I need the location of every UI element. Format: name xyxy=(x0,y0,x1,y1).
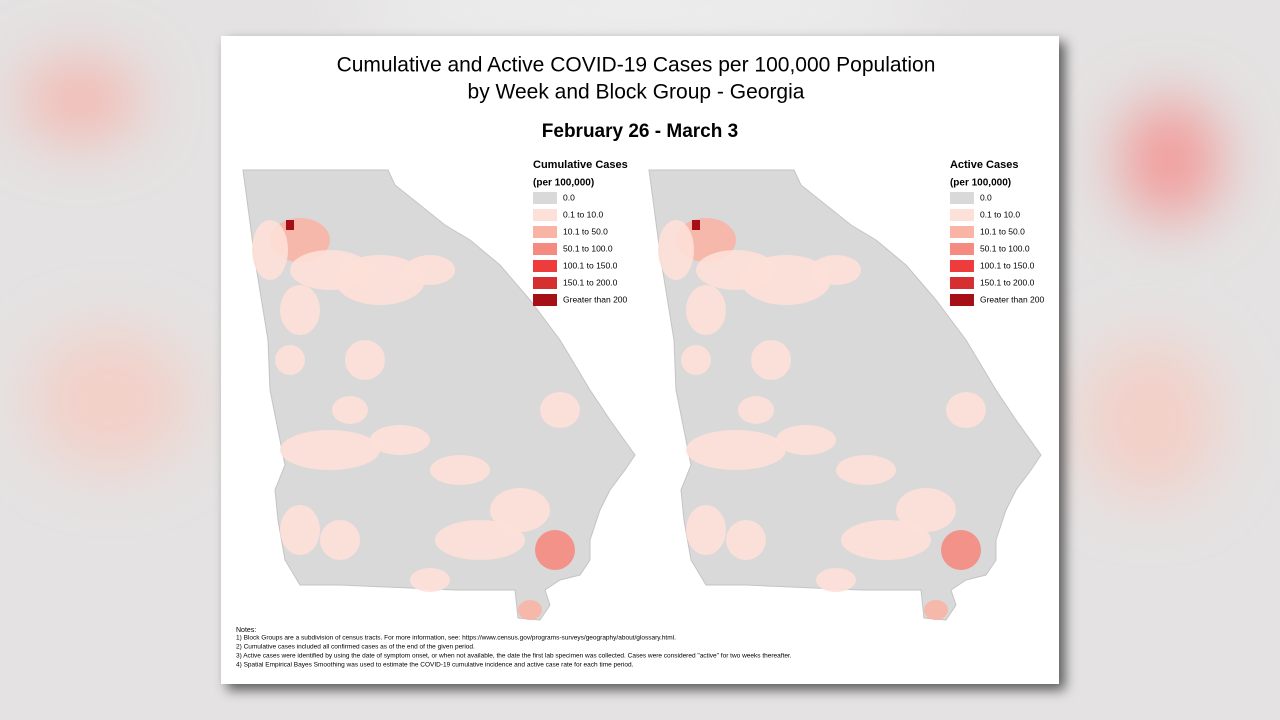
legend-title: Active Cases xyxy=(950,159,1019,171)
legend-subtitle: (per 100,000) xyxy=(950,178,1011,189)
legend-label: 0.1 to 10.0 xyxy=(980,209,1020,219)
legend-swatch xyxy=(533,209,557,221)
case-area xyxy=(435,520,525,560)
case-area xyxy=(280,285,320,335)
case-area xyxy=(941,530,981,570)
case-area xyxy=(726,520,766,560)
legend-swatch xyxy=(949,209,974,221)
maps: Cumulative Cases (per 100,000) 0.0 0.1 to 1… xyxy=(242,159,1045,621)
legend-swatch xyxy=(949,243,974,255)
legend-label: 50.1 to 100.0 xyxy=(563,243,613,253)
legend-swatch xyxy=(533,192,557,204)
legend-swatch xyxy=(533,260,557,272)
case-area xyxy=(345,340,385,380)
case-area xyxy=(816,568,856,592)
legend-title: Cumulative Cases xyxy=(533,159,628,171)
case-area xyxy=(286,220,294,230)
case-area xyxy=(280,430,380,470)
legend-label: 0.0 xyxy=(563,192,575,202)
case-area xyxy=(738,396,774,424)
case-area xyxy=(681,345,711,375)
legend-label: Greater than 200 xyxy=(980,294,1045,304)
legend-swatch xyxy=(533,243,557,255)
note: 3) Active cases were identified by using… xyxy=(236,653,792,660)
legend-swatch xyxy=(949,294,974,306)
legend-swatch xyxy=(949,260,974,272)
note: 1) Block Groups are a subdivision of cen… xyxy=(236,635,676,642)
period: February 26 - March 3 xyxy=(542,121,738,142)
legend-label: 100.1 to 150.0 xyxy=(563,260,618,270)
case-area xyxy=(335,255,425,305)
notes: Notes:1) Block Groups are a subdivision … xyxy=(236,627,792,669)
case-area xyxy=(370,425,430,455)
map: Cumulative Cases (per 100,000) 0.0 0.1 to 1… xyxy=(242,159,636,621)
case-area xyxy=(686,505,726,555)
legend-label: 10.1 to 50.0 xyxy=(980,226,1025,236)
case-area xyxy=(686,285,726,335)
case-area xyxy=(490,488,550,532)
case-area xyxy=(410,568,450,592)
title: Cumulative and Active COVID-19 Cases per… xyxy=(337,54,936,77)
notes-heading: Notes: xyxy=(236,627,256,634)
case-area xyxy=(686,430,786,470)
case-area xyxy=(924,600,948,620)
case-area xyxy=(658,220,694,280)
legend-label: 10.1 to 50.0 xyxy=(563,226,608,236)
legend-label: 150.1 to 200.0 xyxy=(980,277,1035,287)
legend-swatch xyxy=(533,294,557,306)
case-area xyxy=(535,530,575,570)
legend-swatch xyxy=(949,226,974,238)
legend-label: 150.1 to 200.0 xyxy=(563,277,618,287)
case-area xyxy=(332,396,368,424)
case-area xyxy=(751,340,791,380)
case-area xyxy=(275,345,305,375)
case-area xyxy=(896,488,956,532)
legend-label: 0.0 xyxy=(980,192,992,202)
case-area xyxy=(280,505,320,555)
legend-label: Greater than 200 xyxy=(563,294,628,304)
case-area xyxy=(320,520,360,560)
legend-swatch xyxy=(949,277,974,289)
case-area xyxy=(252,220,288,280)
case-area xyxy=(841,520,931,560)
legend-swatch xyxy=(533,277,557,289)
case-area xyxy=(776,425,836,455)
case-area xyxy=(811,255,861,285)
legend-swatch xyxy=(949,192,974,204)
case-area xyxy=(518,600,542,620)
case-area xyxy=(836,455,896,485)
title: by Week and Block Group - Georgia xyxy=(468,81,805,104)
case-area xyxy=(430,455,490,485)
case-area xyxy=(405,255,455,285)
case-area xyxy=(741,255,831,305)
legend-subtitle: (per 100,000) xyxy=(533,178,594,189)
note: 4) Spatial Empirical Bayes Smoothing was… xyxy=(236,662,634,669)
map: Active Cases (per 100,000) 0.0 0.1 to 10.0 1… xyxy=(648,159,1045,621)
legend-label: 50.1 to 100.0 xyxy=(980,243,1030,253)
note: 2) Cumulative cases included all confirm… xyxy=(236,644,475,651)
legend-swatch xyxy=(533,226,557,238)
case-area xyxy=(540,392,580,428)
legend-label: 0.1 to 10.0 xyxy=(563,209,603,219)
legend-label: 100.1 to 150.0 xyxy=(980,260,1035,270)
case-area xyxy=(692,220,700,230)
background-blur xyxy=(20,0,1220,500)
case-area xyxy=(946,392,986,428)
